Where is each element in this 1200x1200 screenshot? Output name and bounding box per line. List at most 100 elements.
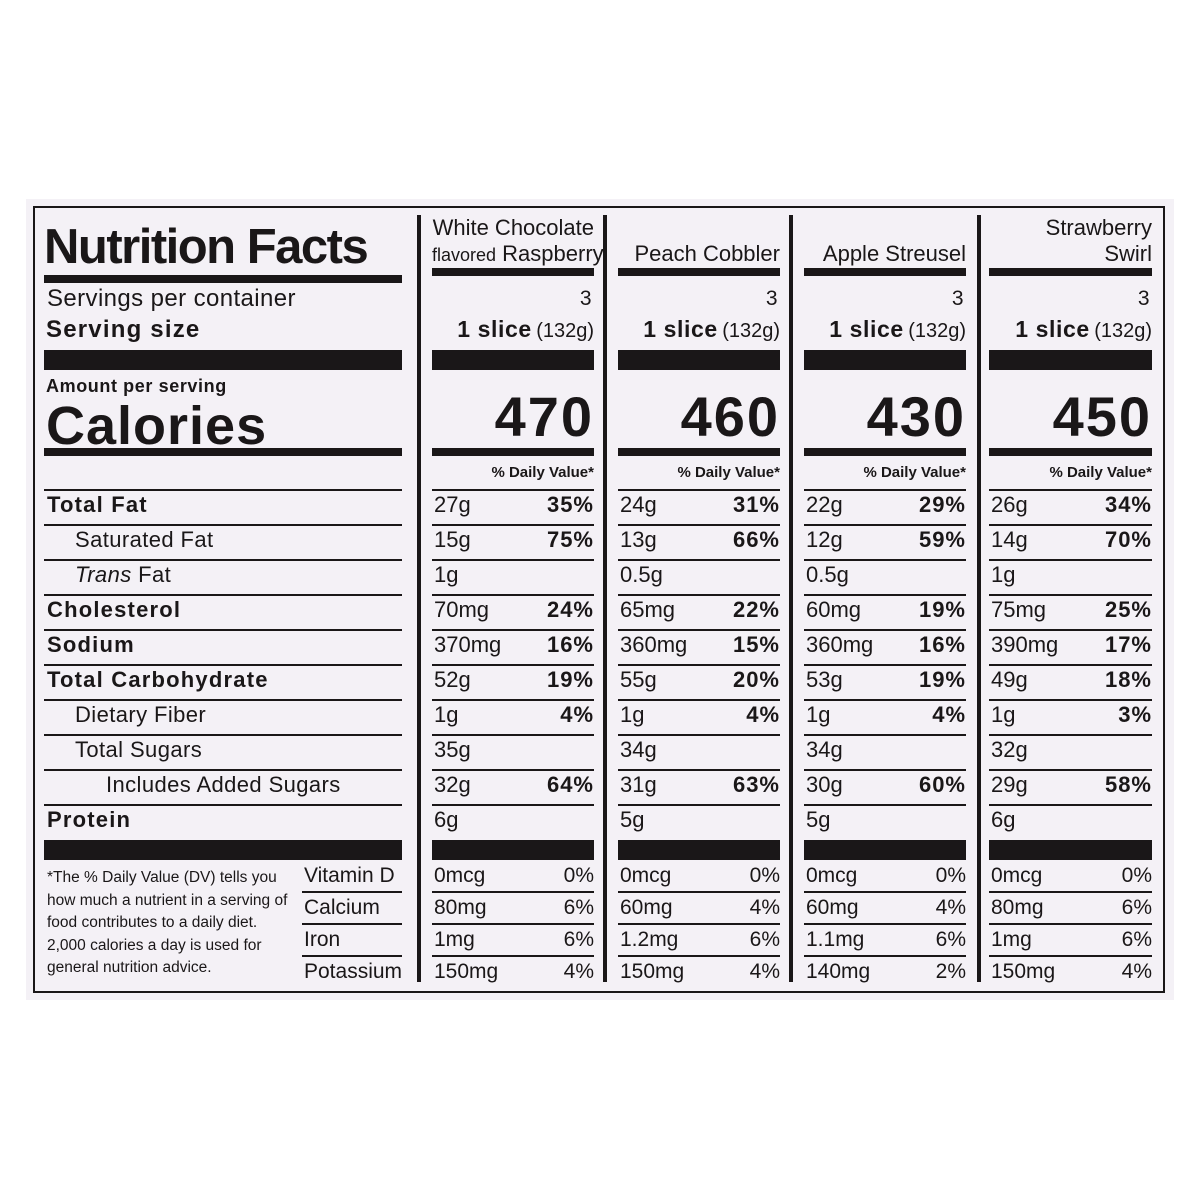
product-name-line2: Apple Streusel	[804, 243, 966, 265]
label-panel	[26, 199, 1174, 1000]
nutrient-daily-value: 59%	[918, 527, 966, 552]
vitamin-amount: 0mcg	[991, 864, 1043, 887]
vitamin-amount: 150mg	[434, 960, 499, 983]
calories-value: 470	[494, 385, 594, 448]
vitamin-daily-value: 4%	[1121, 960, 1152, 983]
footer-rule	[618, 840, 780, 860]
footer-rule	[44, 840, 402, 860]
nutrient-amount: 390mg	[991, 632, 1059, 657]
nutrient-amount: 60mg	[806, 597, 862, 622]
nutrient-amount: 1g	[434, 562, 459, 587]
row-rule	[432, 559, 594, 561]
vitamin-daily-value: 6%	[1121, 896, 1152, 919]
nutrient-daily-value: 15%	[732, 632, 780, 657]
nutrient-daily-value: 31%	[732, 492, 780, 517]
nutrient-daily-value: 19%	[918, 597, 966, 622]
nutrient-amount: 13g	[620, 527, 657, 552]
nutrient-daily-value: 63%	[732, 772, 780, 797]
vitamin-amount: 80mg	[991, 896, 1044, 919]
serving-size-weight: (132g)	[722, 320, 780, 342]
vitamin-rule	[302, 891, 402, 893]
vitamin-amount: 80mg	[434, 896, 487, 919]
vitamin-amount: 0mcg	[620, 864, 672, 887]
daily-value-footnote: *The % Daily Value (DV) tells you how mu…	[47, 869, 288, 976]
row-rule	[44, 489, 402, 491]
vitamin-daily-value: 4%	[749, 960, 780, 983]
vitamin-daily-value: 6%	[563, 928, 594, 951]
nutrient-amount: 35g	[434, 737, 471, 762]
vitamin-rule	[804, 923, 966, 925]
vitamin-daily-value: 0%	[935, 864, 966, 887]
row-rule	[989, 664, 1152, 666]
nutrient-label-italic: Trans	[75, 562, 132, 587]
nutrient-amount: 5g	[806, 807, 831, 832]
serving-rule	[432, 350, 594, 370]
nutrient-amount: 5g	[620, 807, 645, 832]
nutrient-daily-value: 4%	[746, 702, 780, 727]
servings-value: 3	[1137, 287, 1150, 310]
row-rule	[804, 629, 966, 631]
serving-size-weight: (132g)	[536, 320, 594, 342]
nutrient-daily-value: 4%	[560, 702, 594, 727]
row-rule	[44, 559, 402, 561]
nutrient-daily-value: 19%	[546, 667, 594, 692]
column-divider	[977, 215, 981, 982]
vitamin-amount: 1.1mg	[806, 928, 865, 951]
nutrient-amount: 31g	[620, 772, 657, 797]
nutrient-amount: 12g	[806, 527, 843, 552]
nutrient-amount: 1g	[806, 702, 831, 727]
nutrient-amount: 0.5g	[806, 562, 849, 587]
nutrient-daily-value: 19%	[918, 667, 966, 692]
servings-value: 3	[951, 287, 964, 310]
nutrient-amount: 24g	[620, 492, 657, 517]
nutrient-daily-value: 17%	[1104, 632, 1152, 657]
product-name-line1: White Chocolate	[432, 215, 594, 240]
row-rule	[618, 769, 780, 771]
row-rule	[804, 804, 966, 806]
nutrient-amount: 34g	[620, 737, 657, 762]
serving-size-amount: 1 slice	[457, 316, 532, 342]
row-rule	[432, 489, 594, 491]
nutrient-amount: 53g	[806, 667, 843, 692]
nutrient-daily-value: 34%	[1104, 492, 1152, 517]
vitamin-rule	[432, 955, 594, 957]
nutrient-daily-value: 22%	[732, 597, 780, 622]
serving-size-value: 1 slice (132g)	[618, 316, 780, 342]
daily-value-header: % Daily Value*	[491, 464, 594, 481]
column-divider	[417, 215, 421, 982]
vitamin-rule	[432, 891, 594, 893]
nutrient-daily-value: 60%	[918, 772, 966, 797]
vitamin-daily-value: 6%	[1121, 928, 1152, 951]
vitamin-amount: 0mcg	[806, 864, 858, 887]
vitamin-rule	[432, 923, 594, 925]
servings-per-container-label: Servings per container	[47, 285, 296, 312]
column-divider	[603, 215, 607, 982]
row-rule	[618, 804, 780, 806]
calories-label: Calories	[46, 396, 268, 456]
nutrient-daily-value: 16%	[546, 632, 594, 657]
row-rule	[618, 629, 780, 631]
row-rule	[989, 699, 1152, 701]
serving-size-amount: 1 slice	[643, 316, 718, 342]
daily-value-header: % Daily Value*	[863, 464, 966, 481]
vitamin-daily-value: 2%	[935, 960, 966, 983]
nutrient-label-text: Fat	[131, 562, 172, 587]
nutrient-amount: 15g	[434, 527, 471, 552]
vitamin-rule	[989, 891, 1152, 893]
serving-size-value: 1 slice (132g)	[989, 318, 1152, 342]
row-rule	[804, 699, 966, 701]
vitamin-daily-value: 6%	[749, 928, 780, 951]
row-rule	[989, 524, 1152, 526]
vitamin-daily-value: 6%	[935, 928, 966, 951]
nutrient-daily-value: 66%	[732, 527, 780, 552]
nutrient-daily-value: 58%	[1104, 772, 1152, 797]
nutrient-amount: 30g	[806, 772, 843, 797]
row-rule	[44, 804, 402, 806]
serving-size-amount: 1 slice	[829, 316, 904, 342]
nutrient-amount: 22g	[806, 492, 843, 517]
row-rule	[432, 699, 594, 701]
row-rule	[804, 524, 966, 526]
row-rule	[989, 489, 1152, 491]
nutrient-daily-value: 25%	[1104, 597, 1152, 622]
row-rule	[618, 699, 780, 701]
